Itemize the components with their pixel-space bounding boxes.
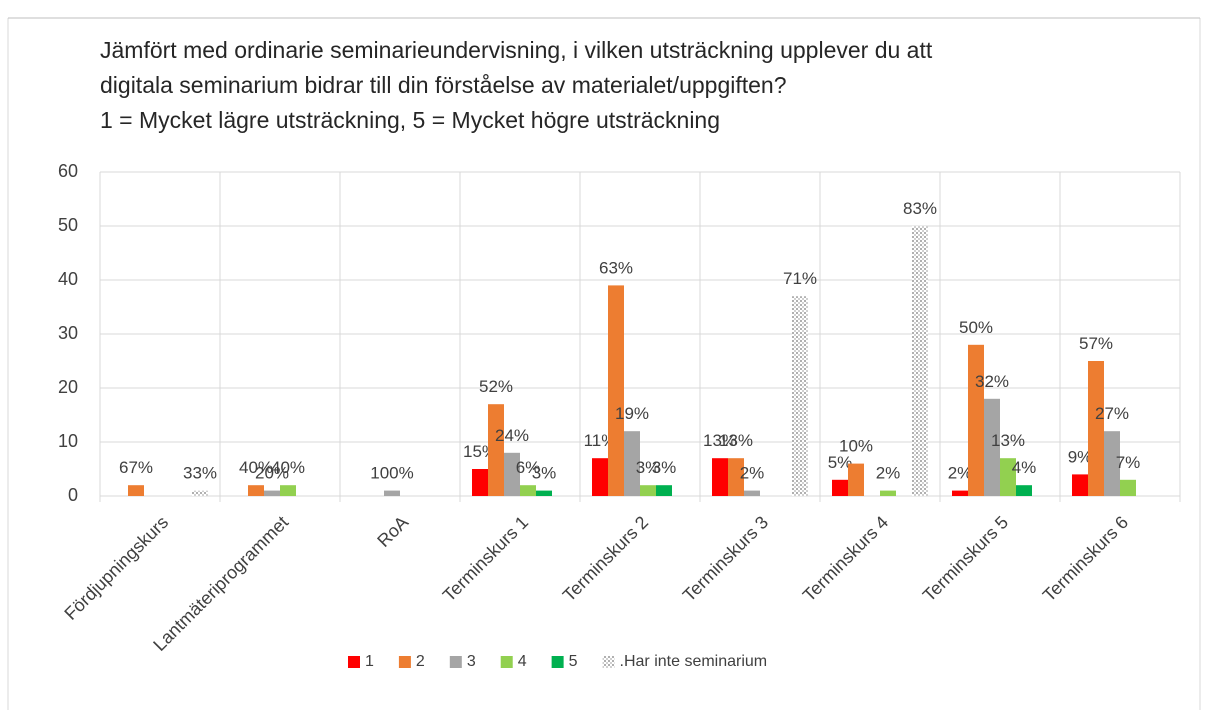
data-label: 40% [271, 458, 305, 477]
legend-swatch [449, 656, 462, 668]
bar [848, 463, 864, 496]
bar [384, 490, 400, 496]
legend-label: 1 [365, 653, 374, 670]
data-label: 2% [876, 464, 901, 483]
data-label: 2% [740, 464, 765, 483]
bar [1088, 361, 1104, 496]
legend-swatch [398, 656, 411, 668]
bar [832, 479, 848, 496]
bar [640, 485, 656, 496]
y-tick-label: 50 [58, 215, 78, 235]
bar [504, 452, 520, 496]
bar [984, 398, 1000, 496]
legend-label: 2 [416, 653, 425, 670]
y-tick-label: 30 [58, 323, 78, 343]
data-label: 4% [1012, 458, 1037, 477]
data-label: 19% [615, 404, 649, 423]
data-label: 3% [532, 464, 557, 483]
bar [880, 490, 896, 496]
data-label: 100% [370, 464, 413, 483]
legend-swatch [500, 656, 513, 668]
x-tick-label: Terminskurs 2 [559, 512, 652, 605]
x-tick-label: Fördjupningskurs [60, 512, 172, 624]
data-label: 52% [479, 377, 513, 396]
bar [656, 485, 672, 496]
data-label: 83% [903, 199, 937, 218]
data-label: 32% [975, 372, 1009, 391]
bar [192, 490, 208, 496]
legend-label: 3 [467, 653, 476, 670]
data-label: 71% [783, 269, 817, 288]
x-tick-label: Terminskurs 1 [439, 512, 532, 605]
bar [1000, 458, 1016, 496]
data-label: 27% [1095, 404, 1129, 423]
data-label: 33% [183, 464, 217, 483]
bar [712, 458, 728, 496]
data-label: 7% [1116, 453, 1141, 472]
y-tick-label: 0 [68, 485, 78, 505]
data-label: 57% [1079, 334, 1113, 353]
data-label: 13% [991, 431, 1025, 450]
bar [488, 404, 504, 496]
bar [912, 226, 928, 496]
y-tick-label: 20 [58, 377, 78, 397]
y-tick-label: 60 [58, 161, 78, 181]
data-label: 5% [828, 453, 853, 472]
bar [1072, 474, 1088, 496]
bar [968, 344, 984, 496]
data-label: 20% [255, 464, 289, 483]
data-label: 13% [703, 431, 737, 450]
bar [1120, 479, 1136, 496]
data-label: 9% [1068, 447, 1093, 466]
legend-label: 5 [569, 653, 578, 670]
bar [520, 485, 536, 496]
x-tick-label: RoA [373, 512, 412, 551]
data-label: 50% [959, 318, 993, 337]
data-label: 3% [636, 458, 661, 477]
legend-swatch [551, 656, 564, 668]
y-tick-label: 10 [58, 431, 78, 451]
data-label: 24% [495, 426, 529, 445]
data-label: 6% [516, 458, 541, 477]
bar [624, 431, 640, 496]
bar [248, 485, 264, 496]
legend-label: 4 [518, 653, 527, 670]
data-label: 63% [599, 258, 633, 277]
chart-title: Jämfört med ordinarie seminarieundervisn… [100, 37, 933, 63]
legend-label: .Har inte seminarium [620, 653, 768, 670]
data-label: 10% [839, 437, 873, 456]
x-tick-label: Lantmäteriprogrammet [149, 512, 292, 655]
bar [592, 458, 608, 496]
bar [1016, 485, 1032, 496]
bar [792, 296, 808, 496]
bar [728, 458, 744, 496]
legend-swatch [602, 656, 615, 668]
data-label: 13% [719, 431, 753, 450]
chart-title: digitala seminarium bidrar till din förs… [100, 72, 787, 98]
bar [1104, 431, 1120, 496]
chart-title: 1 = Mycket lägre utsträckning, 5 = Mycke… [100, 107, 720, 133]
bar [264, 490, 280, 496]
data-label: 67% [119, 458, 153, 477]
y-tick-label: 40 [58, 269, 78, 289]
x-tick-label: Terminskurs 6 [1039, 512, 1132, 605]
legend-swatch [348, 656, 360, 668]
data-label: 2% [948, 464, 973, 483]
bar [608, 285, 624, 496]
x-tick-label: Terminskurs 4 [799, 512, 892, 605]
bar [536, 490, 552, 496]
bar [472, 469, 488, 496]
x-tick-label: Terminskurs 5 [919, 512, 1012, 605]
data-label: 40% [239, 458, 273, 477]
bar [744, 490, 760, 496]
bar [952, 490, 968, 496]
bar [128, 485, 144, 496]
x-tick-label: Terminskurs 3 [679, 512, 772, 605]
bar [280, 485, 296, 496]
data-label: 3% [652, 458, 677, 477]
